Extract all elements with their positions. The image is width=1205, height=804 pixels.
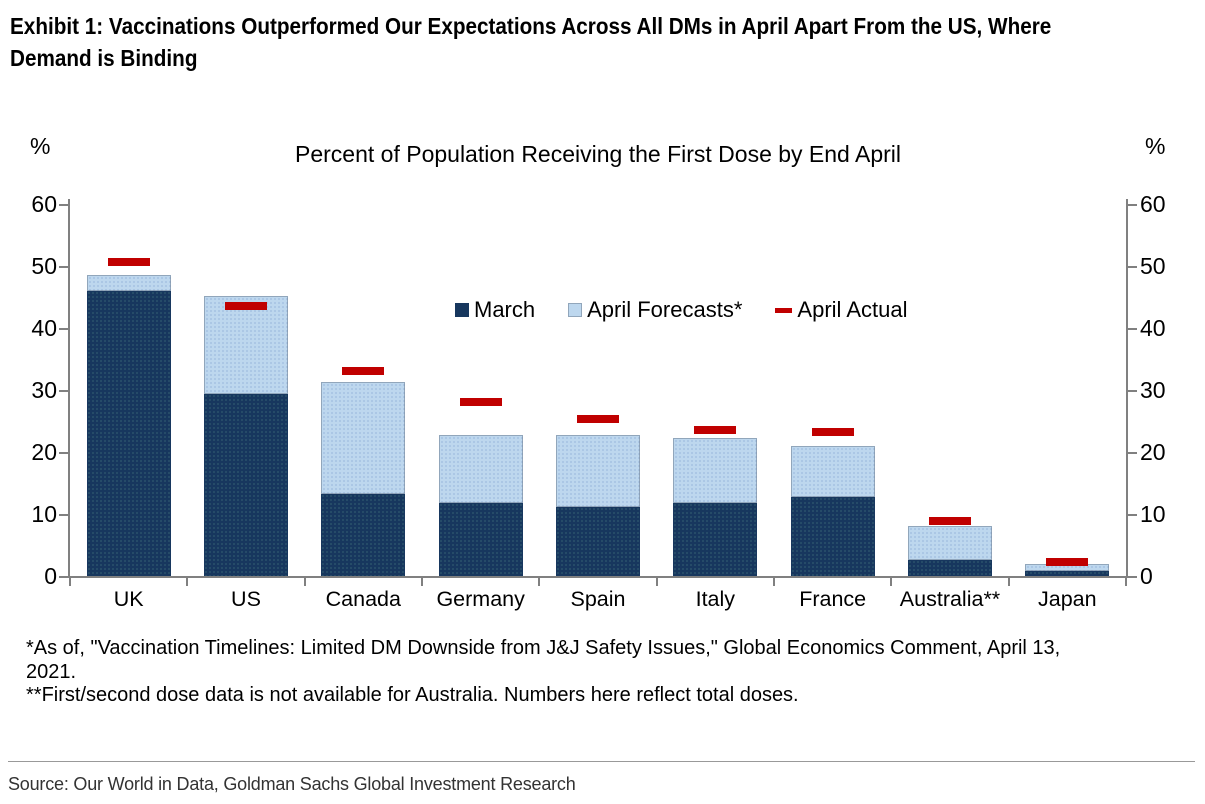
y-tick-label-left: 40 [31, 315, 57, 341]
legend: March April Forecasts* April Actual [455, 297, 907, 323]
bar-march-Japan [1025, 571, 1110, 576]
footnotes: *As of, "Vaccination Timelines: Limited … [26, 637, 1196, 708]
y-tick-right [1128, 514, 1137, 516]
y-axis-left [68, 199, 70, 578]
y-tick-label-right: 50 [1140, 253, 1166, 279]
exhibit-title-line2: Demand is Binding [10, 45, 198, 71]
x-tick [773, 578, 775, 586]
march-swatch-icon [455, 303, 469, 317]
bar-forecast-UK [86, 275, 171, 292]
x-tick [421, 578, 423, 586]
y-tick-right [1128, 576, 1137, 578]
bar-forecast-Italy [673, 437, 758, 504]
y-tick-right [1128, 204, 1137, 206]
x-category-label: Spain [570, 587, 626, 611]
y-axis-unit-right: % [1145, 133, 1166, 159]
bar-march-US [204, 394, 288, 576]
x-tick [1007, 578, 1010, 586]
marker-actual-Italy [694, 426, 737, 435]
bar-march-France [790, 497, 875, 576]
x-category-label: Canada [325, 587, 401, 611]
y-tick-label-right: 40 [1140, 315, 1166, 341]
y-tick-label-right: 20 [1140, 439, 1166, 465]
y-tick-label-left: 50 [31, 253, 57, 279]
y-tick-left [59, 204, 68, 206]
marker-actual-UK [107, 257, 150, 266]
y-tick-label-right: 60 [1140, 191, 1166, 217]
y-tick-left [59, 266, 68, 268]
bar-march-Australia [908, 559, 992, 576]
y-tick-label-right: 0 [1140, 563, 1153, 589]
marker-actual-Spain [577, 415, 619, 424]
legend-label-april-actual: April Actual [797, 297, 908, 322]
bar-forecast-Germany [438, 435, 523, 504]
x-category-label: US [231, 587, 261, 611]
y-tick-label-left: 30 [31, 377, 57, 403]
bar-march-UK [86, 291, 171, 576]
divider-rule [8, 761, 1195, 762]
y-tick-right [1128, 390, 1137, 392]
x-tick [69, 578, 71, 586]
x-tick [186, 578, 189, 586]
y-tick-label-left: 60 [31, 191, 57, 217]
footnote-line1: *As of, "Vaccination Timelines: Limited … [26, 637, 1061, 659]
y-tick-label-right: 30 [1140, 377, 1166, 403]
bar-march-Italy [673, 503, 758, 576]
y-axis-right [1126, 199, 1128, 578]
legend-item-april-forecasts: April Forecasts* [568, 297, 742, 323]
x-axis [68, 576, 1128, 578]
marker-actual-Australia [929, 516, 971, 525]
source-line: Source: Our World in Data, Goldman Sachs… [8, 774, 576, 794]
exhibit-title: Exhibit 1: Vaccinations Outperformed Our… [10, 10, 1205, 74]
exhibit-title-line1: Exhibit 1: Vaccinations Outperformed Our… [10, 13, 1052, 39]
bar-forecast-US [204, 296, 288, 395]
y-tick-label-left: 20 [31, 439, 57, 465]
x-category-label: France [799, 587, 867, 611]
bar-forecast-France [790, 445, 875, 498]
y-tick-left [59, 514, 68, 516]
bar-march-Spain [556, 506, 640, 576]
y-tick-label-left: 0 [44, 563, 57, 589]
x-tick [538, 578, 541, 586]
legend-label-march: March [474, 297, 536, 322]
x-tick [1125, 578, 1127, 586]
footnote-line3: **First/second dose data is not availabl… [26, 684, 799, 706]
y-tick-left [59, 390, 68, 392]
footnote-line2: 2021. [26, 660, 77, 683]
bar-march-Germany [438, 503, 523, 576]
x-category-label: Germany [436, 587, 525, 611]
x-tick [303, 578, 306, 586]
y-tick-right [1128, 328, 1137, 330]
y-axis-unit-left: % [30, 133, 51, 159]
april-forecasts-swatch-icon [568, 303, 583, 317]
chart-title: Percent of Population Receiving the Firs… [295, 141, 901, 167]
x-category-label: UK [113, 587, 144, 611]
bar-forecast-Canada [321, 381, 406, 495]
legend-label-april-forecasts: April Forecasts* [587, 297, 743, 322]
bar-forecast-Australia [908, 525, 992, 560]
marker-actual-Canada [342, 367, 385, 376]
bar-forecast-Spain [556, 434, 640, 507]
marker-actual-France [811, 427, 854, 436]
marker-actual-Japan [1046, 558, 1089, 567]
y-tick-left [59, 452, 68, 454]
y-tick-left [59, 328, 68, 330]
x-category-label: Japan [1038, 587, 1097, 611]
bar-march-Canada [321, 494, 406, 576]
x-category-label: Italy [695, 587, 736, 611]
april-actual-dash-icon [775, 307, 793, 313]
y-tick-right [1128, 452, 1137, 454]
x-tick [655, 578, 658, 586]
y-tick-right [1128, 266, 1137, 268]
y-tick-left [59, 576, 68, 578]
x-tick [890, 578, 893, 586]
y-tick-label-right: 10 [1140, 501, 1166, 527]
marker-actual-Germany [459, 398, 502, 407]
marker-actual-US [225, 302, 267, 311]
x-category-label: Australia** [899, 587, 1001, 611]
y-tick-label-left: 10 [31, 501, 57, 527]
legend-item-april-actual: April Actual [775, 297, 907, 323]
legend-item-march: March [455, 297, 535, 323]
